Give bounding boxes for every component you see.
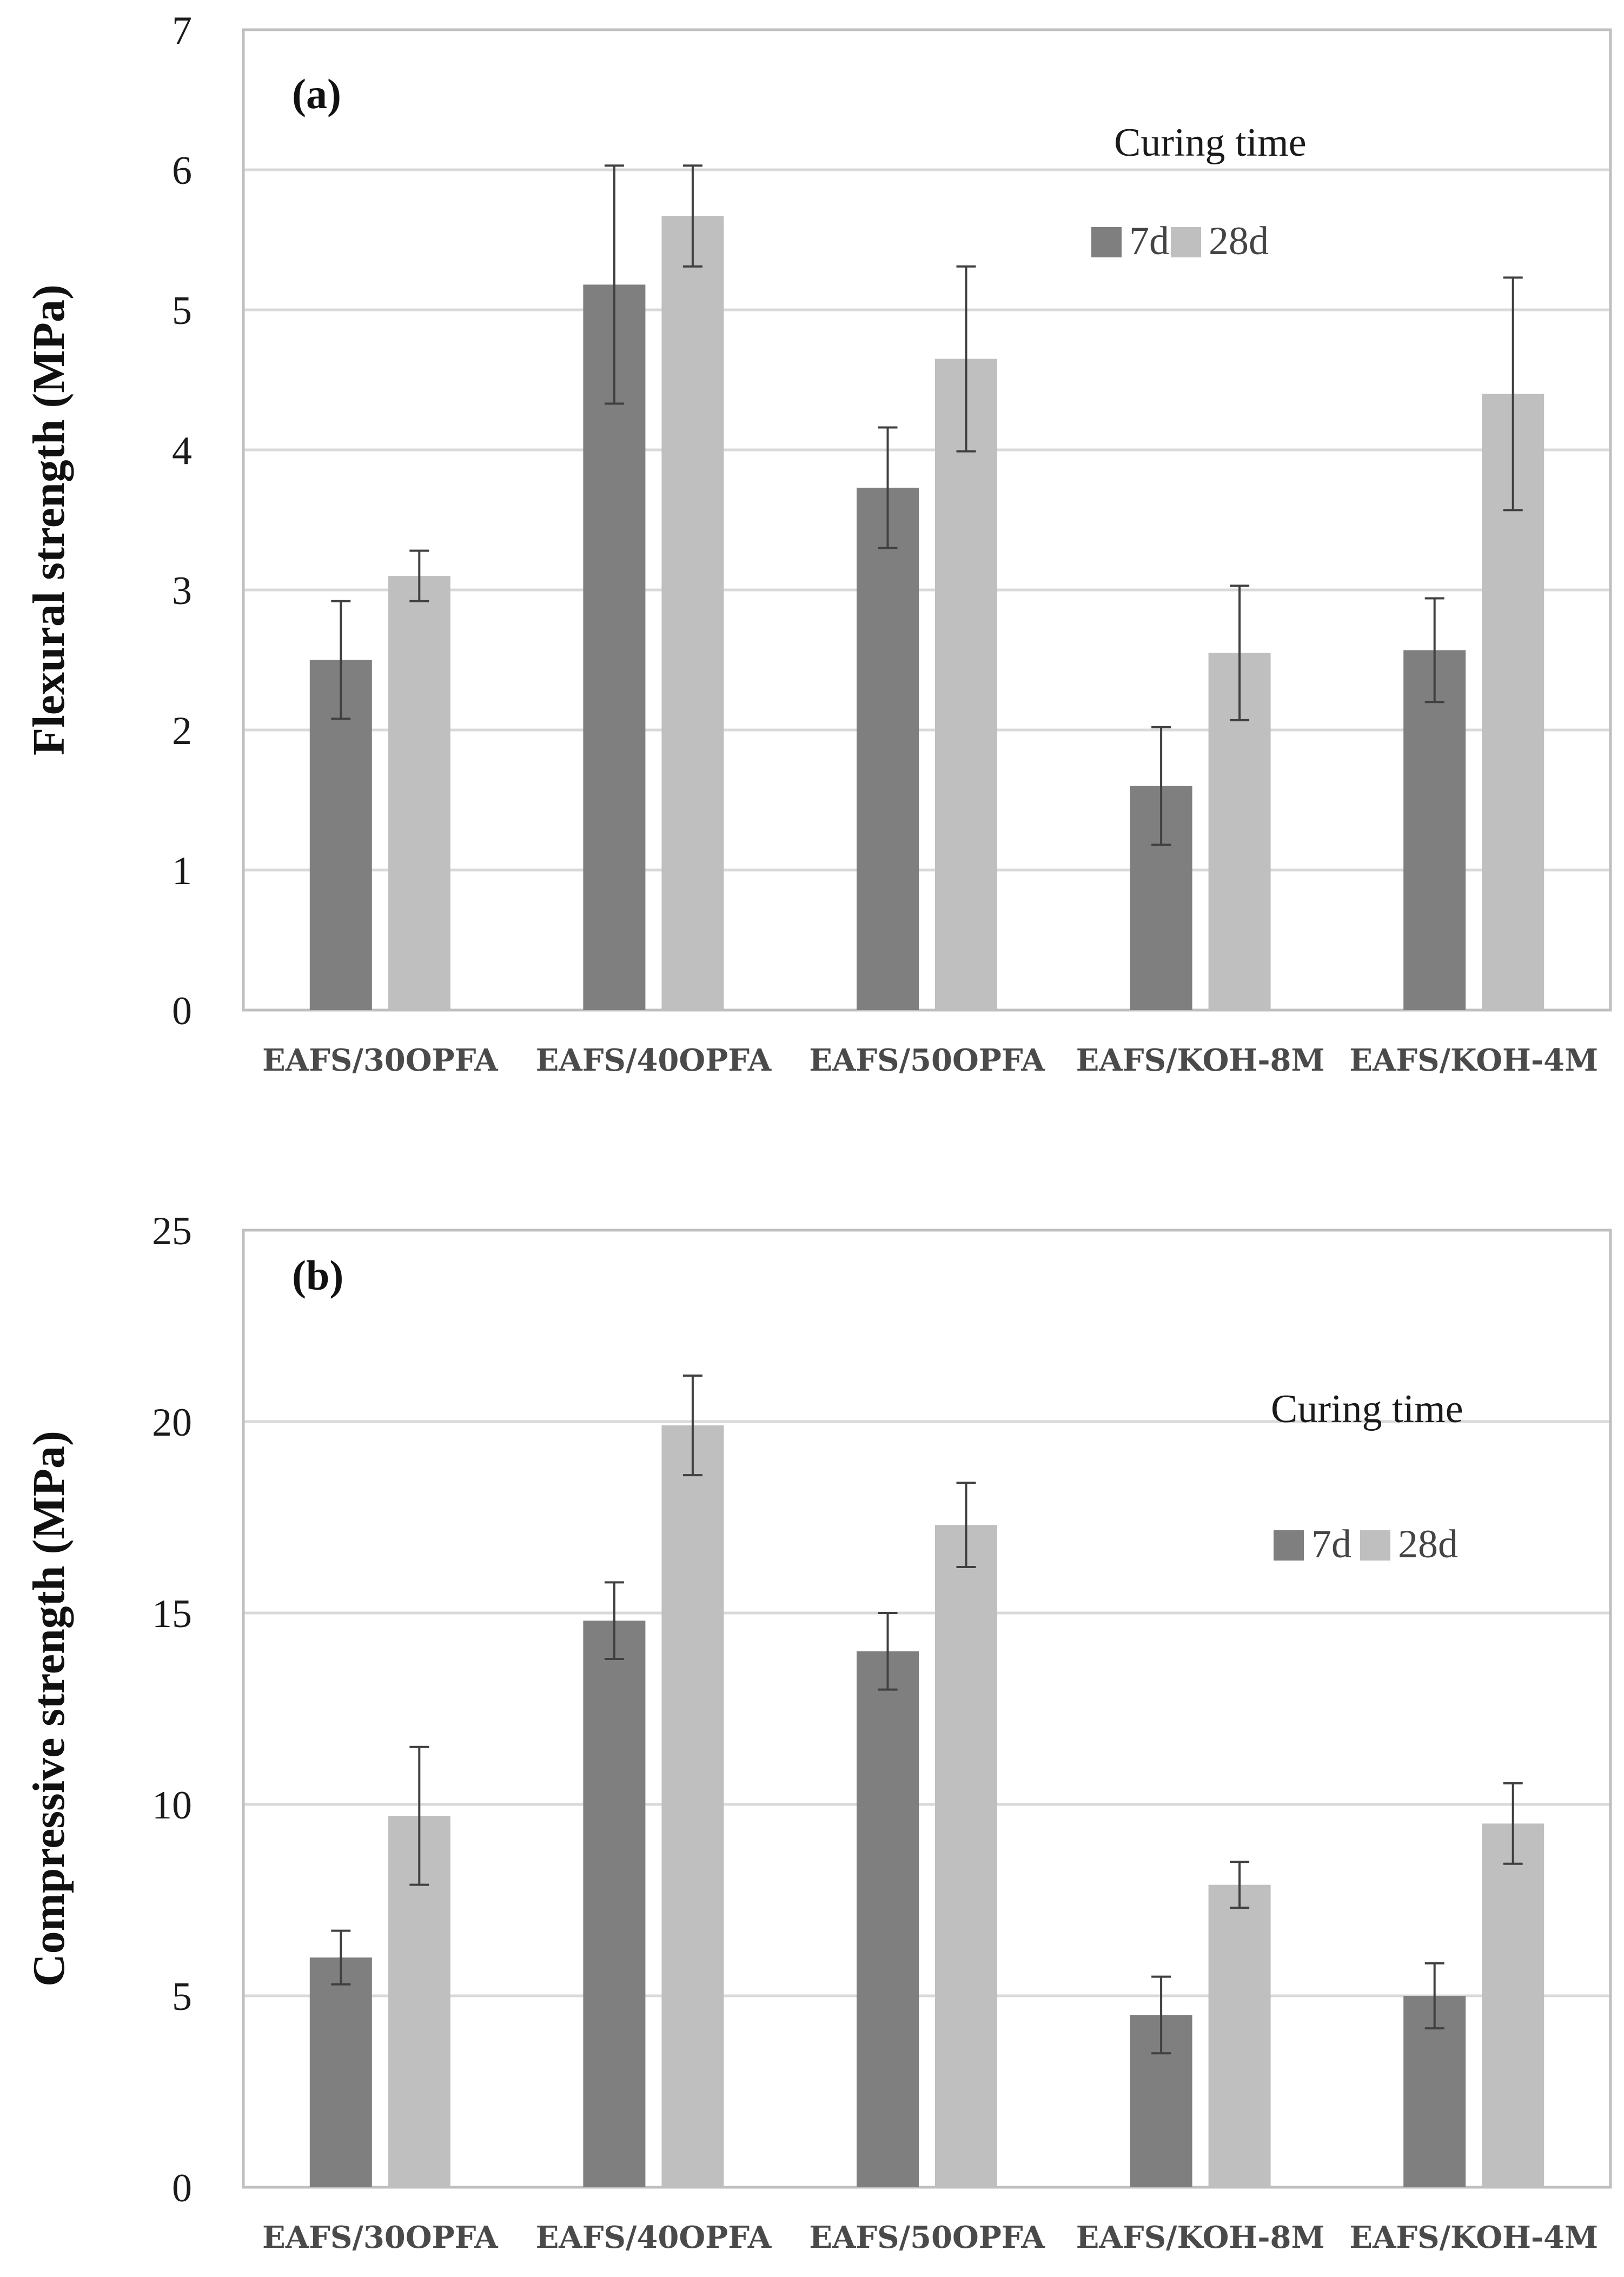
panel-label: (a) [292, 70, 341, 117]
bar-28d-EAFS/40OPFA [661, 1425, 724, 2187]
x-category-label: EAFS/KOH-8M [1076, 1043, 1325, 1078]
bar-7d-EAFS/50OPFA [857, 487, 919, 1010]
y-tick-label: 10 [152, 1783, 192, 1828]
bar-7d-EAFS/40OPFA [583, 284, 646, 1010]
y-tick-label: 20 [152, 1400, 192, 1445]
y-axis-title: Flexural strength (MPa) [24, 284, 74, 755]
plot-frame [242, 1229, 1612, 2189]
legend-label-28d: 28d [1209, 219, 1269, 263]
bar-28d-EAFS/KOH-4M [1482, 1823, 1545, 2187]
bar-7d-EAFS/50OPFA [857, 1651, 919, 2187]
legend-swatch-7d [1091, 227, 1122, 257]
legend-label-7d: 7d [1129, 219, 1169, 263]
chart-panel-b: 0 5 10 15 20 25 EAFS/30OPFA EAFS/40OPFA EAFS/50O… [24, 1209, 1612, 2255]
x-category-label: EAFS/KOH-4M [1349, 1043, 1598, 1078]
bar-28d-EAFS/50OPFA [935, 1525, 997, 2187]
legend-label-7d: 7d [1311, 1522, 1351, 1566]
y-tick-label: 1 [172, 849, 192, 893]
y-tick-label: 2 [172, 709, 192, 753]
x-category-label: EAFS/50OPFA [809, 2220, 1045, 2255]
bar-28d-EAFS/50OPFA [935, 359, 997, 1010]
y-tick-label: 15 [152, 1592, 192, 1636]
legend-swatch-7d [1274, 1530, 1304, 1561]
x-category-label: EAFS/KOH-8M [1076, 2220, 1325, 2255]
x-category-label: EAFS/40OPFA [536, 1043, 772, 1078]
y-tick-label: 5 [172, 289, 192, 333]
bar-28d-EAFS/30OPFA [388, 576, 450, 1010]
x-category-label: EAFS/30OPFA [262, 1043, 499, 1078]
legend-swatch-28d [1360, 1530, 1390, 1561]
bar-28d-EAFS/KOH-8M [1208, 1884, 1271, 2187]
x-category-label: EAFS/30OPFA [262, 2220, 499, 2255]
y-tick-label: 3 [172, 569, 192, 613]
x-category-label: EAFS/KOH-4M [1349, 2220, 1598, 2255]
y-axis-title: Compressive strength (MPa) [24, 1431, 74, 1987]
legend-title: Curing time [1114, 121, 1307, 165]
legend-title: Curing time [1271, 1387, 1463, 1431]
bar-7d-EAFS/30OPFA [309, 1957, 372, 2187]
chart-panel-a: 0 1 2 3 4 5 6 7 EAFS/30OPFA EAFS/40OPFA EAFS/50OPF… [24, 9, 1612, 1078]
plot-frame [242, 28, 1612, 1012]
legend-label-28d: 28d [1398, 1522, 1458, 1566]
y-tick-label: 4 [172, 429, 192, 473]
panel-label: (b) [292, 1252, 343, 1299]
bar-28d-EAFS/40OPFA [661, 216, 724, 1011]
x-category-label: EAFS/40OPFA [536, 2220, 772, 2255]
y-tick-label: 25 [152, 1209, 192, 1253]
bar-7d-EAFS/40OPFA [583, 1621, 646, 2187]
y-tick-label: 5 [172, 1975, 192, 2019]
y-tick-label: 7 [172, 9, 192, 53]
bar-7d-EAFS/KOH-4M [1403, 650, 1466, 1010]
x-category-label: EAFS/50OPFA [809, 1043, 1045, 1078]
y-tick-label: 0 [172, 2166, 192, 2210]
y-tick-label: 6 [172, 149, 192, 193]
legend-swatch-28d [1171, 227, 1201, 257]
y-tick-label: 0 [172, 989, 192, 1033]
